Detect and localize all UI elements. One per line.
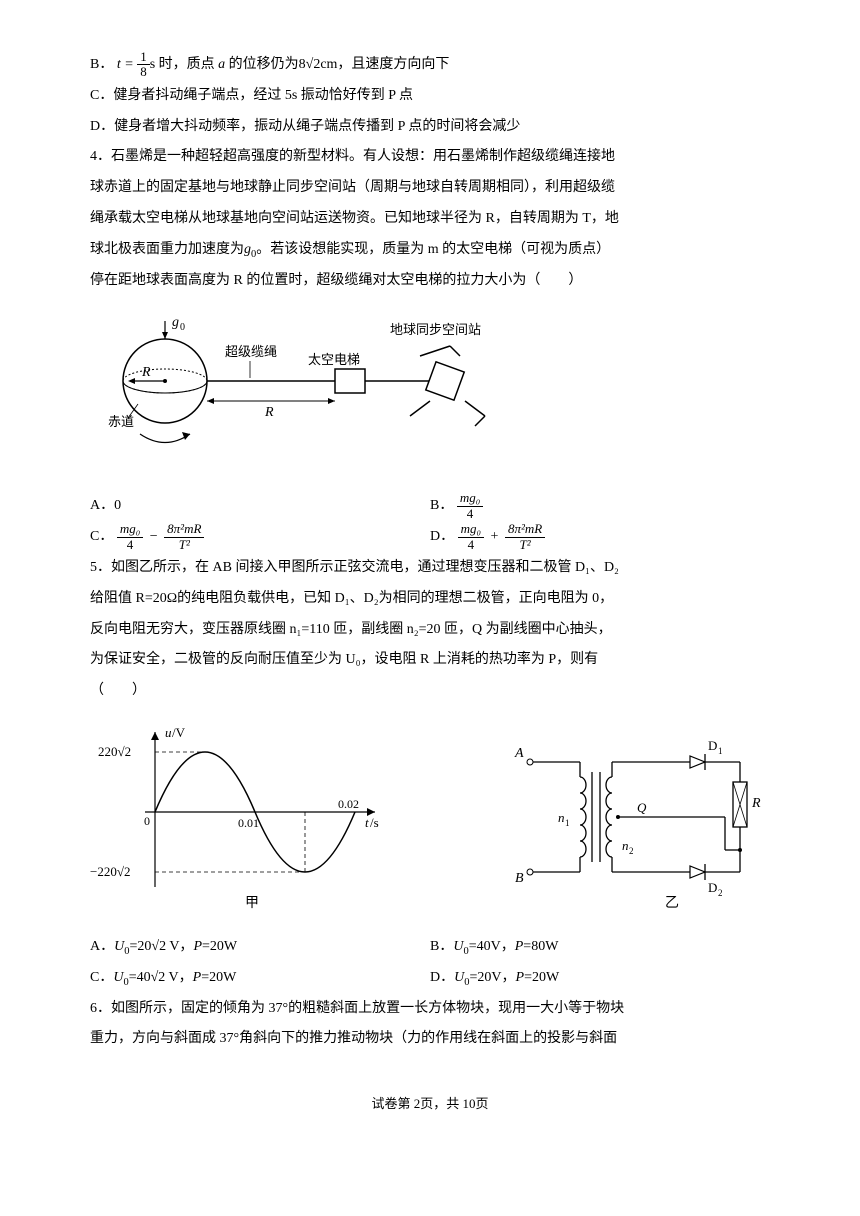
q6-line1: 6．如图所示，固定的倾角为 37°的粗糙斜面上放置一长方体物块，现用一大小等于物…	[90, 994, 770, 1025]
q6-line2: 重力，方向与斜面成 37°角斜向下的推力推动物块（力的作用线在斜面上的投影与斜面	[90, 1024, 770, 1055]
svg-text:太空电梯: 太空电梯	[308, 352, 360, 367]
mid: s 时，质点	[150, 57, 218, 72]
q4-B: B． mg₀4	[430, 491, 770, 522]
q4-figure: g 0 R 赤道 超级缆绳 R 太空电梯 地球同步空间站	[90, 306, 770, 476]
svg-text:A: A	[514, 746, 524, 761]
q5-A: A．U0=20√2 V，P=20W	[90, 932, 430, 963]
svg-text:赤道: 赤道	[108, 414, 134, 429]
text: 健身者增大抖动频率，振动从绳子端点传播到 P 点的时间将会减少	[114, 119, 520, 134]
q4-D: D． mg₀4 + 8π²mRT²	[430, 522, 770, 553]
svg-text:g: g	[172, 315, 179, 330]
q4-line5: 停在距地球表面高度为 R 的位置时，超级缆绳对太空电梯的拉力大小为（ ）	[90, 266, 770, 297]
mid2: 的位移仍为	[225, 57, 299, 72]
unit: cm，且速度方向向下	[320, 57, 449, 72]
svg-text:1: 1	[718, 746, 723, 756]
circuit-diagram: A B n1 n2 Q D1 D2	[510, 722, 770, 917]
svg-text:0.02: 0.02	[338, 797, 359, 811]
svg-text:0.01: 0.01	[238, 816, 259, 830]
svg-text:D: D	[708, 738, 717, 753]
g0: g	[244, 242, 251, 257]
svg-text:2: 2	[629, 846, 634, 856]
q5-D: D．U0=20V，P=20W	[430, 963, 770, 994]
label: B．	[90, 57, 113, 72]
svg-text:R: R	[264, 405, 274, 420]
svg-text:R: R	[751, 796, 761, 811]
t: 球赤道上的固定基地与地球静止同步空间站（周期与地球自转周期相同），利用超级缆	[90, 180, 615, 195]
label: D．	[90, 119, 114, 134]
num: 6．	[90, 1001, 111, 1016]
q4-line1: 4．石墨烯是一种超轻超高强度的新型材料。有人设想：用石墨烯制作超级缆绳连接地	[90, 142, 770, 173]
val: 8√2	[299, 57, 321, 72]
q5-line1: 5．如图乙所示，在 AB 间接入甲图所示正弦交流电，通过理想变压器和二极管 D₁…	[90, 553, 770, 584]
q5-line5: （ ）	[90, 676, 770, 707]
q4-line3: 绳承载太空电梯从地球基地向空间站运送物资。已知地球半径为 R，自转周期为 T，地	[90, 204, 770, 235]
q4-C: C． mg₀4 − 8π²mRT²	[90, 522, 430, 553]
svg-text:0: 0	[144, 814, 150, 828]
t: 如图乙所示，在 AB 间接入甲图所示正弦交流电，通过理想变压器和二极管 D₁、D…	[111, 560, 619, 575]
svg-text:/s: /s	[370, 815, 379, 830]
q5-C: C．U0=40√2 V，P=20W	[90, 963, 430, 994]
eq-pre: t =	[117, 57, 137, 72]
svg-text:乙: 乙	[665, 895, 679, 911]
page-footer: 试卷第 2页，共 10页	[90, 1090, 770, 1119]
q4-line2: 球赤道上的固定基地与地球静止同步空间站（周期与地球自转周期相同），利用超级缆	[90, 173, 770, 204]
svg-text:n: n	[622, 838, 629, 853]
q3-option-c: C．健身者抖动绳子端点，经过 5s 振动恰好传到 P 点	[90, 81, 770, 112]
t: 球北极表面重力加速度为	[90, 242, 244, 257]
q5-B: B．U0=40V，P=80W	[430, 932, 770, 963]
svg-text:超级缆绳: 超级缆绳	[225, 344, 277, 359]
svg-text:/V: /V	[172, 725, 186, 740]
svg-text:地球同步空间站: 地球同步空间站	[390, 322, 481, 337]
t: 停在距地球表面高度为 R 的位置时，超级缆绳对太空电梯的拉力大小为（ ）	[90, 273, 582, 288]
num: 5．	[90, 560, 111, 575]
q5-line3: 反向电阻无穷大，变压器原线圈 n₁=110 匝，副线圈 n₂=20 匝，Q 为副…	[90, 615, 770, 646]
svg-text:t: t	[365, 815, 369, 830]
t2: 。若该设想能实现，质量为 m 的太空电梯（可视为质点）	[256, 242, 610, 257]
svg-text:0: 0	[180, 322, 185, 333]
svg-text:−220√2: −220√2	[90, 864, 130, 879]
svg-text:R: R	[141, 365, 151, 380]
svg-text:D: D	[708, 880, 717, 895]
q5-figures: u/V t/s 220√2 −220√2 0 0.01 0.02 甲 A B	[90, 722, 770, 917]
text: 健身者抖动绳子端点，经过 5s 振动恰好传到 P 点	[113, 88, 413, 103]
frac-1-8: 18	[137, 50, 150, 80]
num: 4．	[90, 149, 111, 164]
svg-text:u: u	[165, 725, 172, 740]
q4-line4: 球北极表面重力加速度为g0。若该设想能实现，质量为 m 的太空电梯（可视为质点）	[90, 235, 770, 266]
t: 绳承载太空电梯从地球基地向空间站运送物资。已知地球半径为 R，自转周期为 T，地	[90, 211, 619, 226]
svg-text:220√2: 220√2	[98, 744, 131, 759]
q5-line2: 给阻值 R=20Ω的纯电阻负载供电，已知 D₁、D₂为相同的理想二极管，正向电阻…	[90, 584, 770, 615]
svg-text:甲: 甲	[245, 896, 259, 911]
q3-option-d: D．健身者增大抖动频率，振动从绳子端点传播到 P 点的时间将会减少	[90, 112, 770, 143]
t: 如图所示，固定的倾角为 37°的粗糙斜面上放置一长方体物块，现用一大小等于物块	[111, 1001, 624, 1016]
svg-text:Q: Q	[637, 800, 647, 815]
svg-text:2: 2	[718, 888, 723, 898]
q3-option-b: B． t = 18s 时，质点 a 的位移仍为8√2cm，且速度方向向下	[90, 50, 770, 81]
svg-text:B: B	[515, 871, 524, 886]
q4-A: A．0	[90, 491, 430, 522]
t: 石墨烯是一种超轻超高强度的新型材料。有人设想：用石墨烯制作超级缆绳连接地	[111, 149, 615, 164]
label: C．	[90, 88, 113, 103]
svg-text:n: n	[558, 810, 565, 825]
sine-graph: u/V t/s 220√2 −220√2 0 0.01 0.02 甲	[90, 722, 390, 917]
svg-text:1: 1	[565, 818, 570, 828]
q5-choices: A．U0=20√2 V，P=20W B．U0=40V，P=80W C．U0=40…	[90, 932, 770, 994]
q5-line4: 为保证安全，二极管的反向耐压值至少为 U₀，设电阻 R 上消耗的热功率为 P，则…	[90, 645, 770, 676]
q4-choices: A．0 B． mg₀4 C． mg₀4 − 8π²mRT² D． mg₀4 + …	[90, 491, 770, 553]
